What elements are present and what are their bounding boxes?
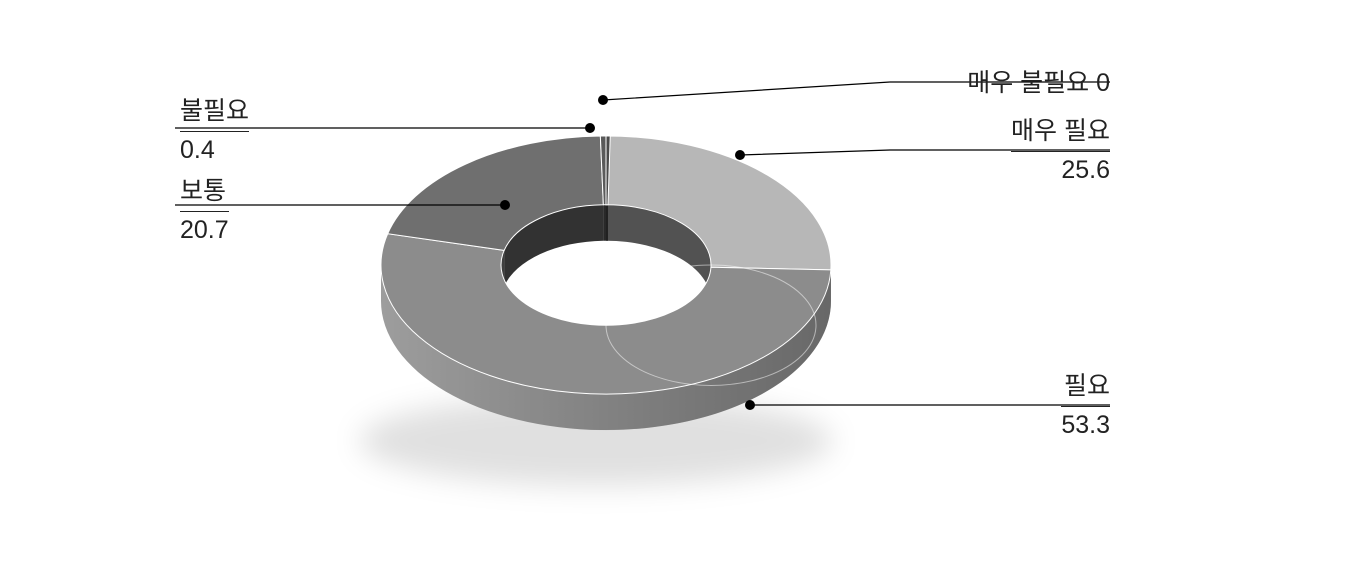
label-value: 20.7 (180, 211, 229, 248)
label-text: 필요 (1061, 370, 1110, 404)
leader-dot-not_needed (585, 123, 595, 133)
label-text: 매우 불필요 0 (967, 67, 1110, 101)
label-text: 매우 필요 (1011, 115, 1110, 149)
leader-dot-very_needed (735, 150, 745, 160)
leader-dot-normal (500, 200, 510, 210)
label-value: 53.3 (1061, 406, 1110, 443)
leader-dot-needed (745, 400, 755, 410)
label-text: 불필요 (180, 95, 249, 129)
label-text: 보통 (180, 175, 229, 209)
label-normal: 보통 20.7 (180, 175, 229, 248)
label-value: 25.6 (1011, 151, 1110, 188)
label-very-needed: 매우 필요 25.6 (1011, 115, 1110, 188)
label-needed: 필요 53.3 (1061, 370, 1110, 443)
label-value: 0.4 (180, 131, 249, 168)
leader-dot-very_not_need (598, 95, 608, 105)
chart-stage: 매우 불필요 0 매우 필요 25.6 필요 53.3 불필요 0.4 보통 2… (0, 0, 1370, 579)
donut-chart (0, 0, 1370, 579)
label-not-needed: 불필요 0.4 (180, 95, 249, 168)
label-very-not-needed: 매우 불필요 0 (967, 67, 1110, 101)
